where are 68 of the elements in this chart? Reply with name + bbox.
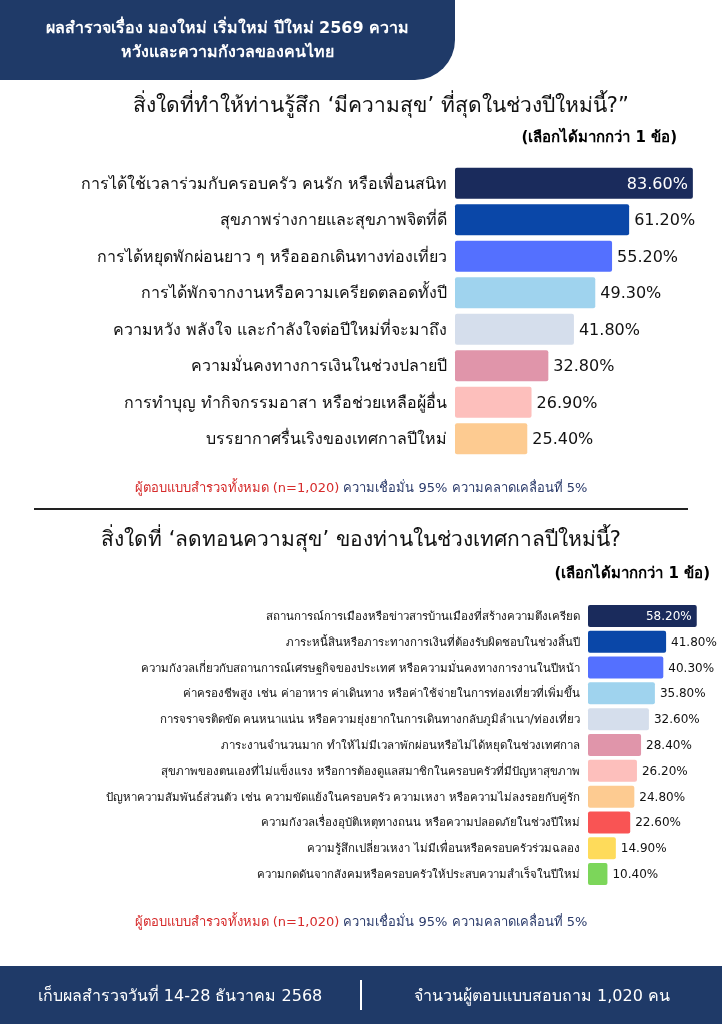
data-label: 58.20%: [645, 608, 692, 623]
data-label: 14.90%: [620, 841, 667, 856]
text: ผู้ตอบแบบสำรวจทั้งหมด (n=1,020): [134, 914, 340, 929]
text: สิ่งใดที่ ‘ลดทอนความสุข’ ของท่านในช่วงเทศกาลปีใหม่นี้?: [100, 523, 622, 554]
y-tick-label: ค่าครองชีพสูง เช่น ค่าอาหาร ค่าเดินทาง หรือค่าใช้จ่ายในการท่องเที่ยวที่เพิ่มขึ้น: [183, 685, 580, 701]
y-tick-label: ความหวัง พลังใจ และกำลังใจต่อปีใหม่ที่จะมาถึง: [112, 317, 447, 339]
bar: [588, 837, 616, 860]
text: ผู้ตอบแบบสำรวจทั้งหมด (n=1,020): [134, 480, 340, 495]
chart-subtitle: (เลือกได้มากกว่า 1 ข้อ): [553, 562, 710, 584]
y-tick-label: การได้หยุดพักผ่อนยาว ๆ หรือออกเดินทางท่องเที่ยว: [96, 244, 447, 267]
bar: [455, 423, 528, 455]
bar: [588, 630, 667, 653]
data-label: 83.60%: [626, 173, 688, 193]
bar: [455, 204, 630, 236]
bar: [588, 785, 635, 808]
data-label: 28.40%: [646, 738, 692, 752]
y-tick-label: สุขภาพร่างกายและสุขภาพจิตที่ดี: [220, 208, 447, 231]
y-tick-label: ความรู้สึกเปลี่ยวเหงา ไม่มีเพื่อนหรือครอบครัวร่วมฉลอง: [307, 840, 580, 856]
chart-subtitle: (เลือกได้มากกว่า 1 ข้อ): [520, 126, 677, 148]
data-label: 26.90%: [536, 392, 598, 412]
data-label: 40.30%: [668, 660, 715, 675]
y-tick-label: ความมั่นคงทางการเงินในช่วงปลายปี: [191, 354, 447, 376]
y-tick-label: ความกังวลเกี่ยวกับสถานการณ์เศรษฐกิจของประเทศ หรือความมั่นคงทางการงานในปีหน้า: [141, 659, 580, 675]
y-tick-label: ความกดดันจากสังคมหรือครอบครัวให้ประสบความสำเร็จในปีใหม่: [257, 866, 580, 882]
y-tick-label: ความกังวลเรื่องอุบัติเหตุทางถนน หรือความปลอดภัยในช่วงปีใหม่: [261, 814, 580, 830]
data-label: 22.60%: [635, 815, 681, 830]
bar: [588, 682, 655, 705]
bar: [455, 313, 574, 345]
bar: [455, 277, 596, 309]
data-label: 41.80%: [578, 319, 640, 339]
chart-title: สิ่งใดที่ทำให้ท่านรู้สึก ‘มีความสุข’ ที่สุดในช่วงปีใหม่นี้?”: [132, 89, 630, 120]
data-label: 26.20%: [641, 763, 688, 778]
data-label: 32.60%: [653, 712, 700, 727]
data-label: 35.80%: [659, 686, 706, 701]
bar: [588, 863, 608, 886]
text: ความเชื่อมั่น 95% ความคลาดเคลื่อนที่ 5%: [343, 480, 588, 495]
bar: [588, 656, 664, 679]
bar: [455, 386, 532, 418]
bar: [455, 167, 693, 199]
bar: [588, 734, 642, 756]
y-tick-label: ปัญหาความสัมพันธ์ส่วนตัว เช่น ความขัดแย้งในครอบครัว ความเหงา หรือความไม่ลงรอยกับคู่รัก: [106, 789, 580, 804]
data-label: 49.30%: [600, 283, 662, 303]
y-tick-label: ภาระงานจำนวนมาก ทำให้ไม่มีเวลาพักผ่อนหรือไม่ได้หยุดในช่วงเทศกาล: [221, 738, 580, 752]
text: เก็บผลสำรวจวันที่ 14-28 ธันวาคม 2568: [36, 984, 324, 1007]
bar: [588, 759, 637, 782]
text: ความเชื่อมั่น 95% ความคลาดเคลื่อนที่ 5%: [343, 914, 588, 929]
text: ผลสำรวจเรื่อง มองใหม่ เริ่มใหม่ ปีใหม่ 2569 ความหวังและความกังวลของคนไทย: [0, 0, 455, 80]
y-tick-label: การได้ใช้เวลาร่วมกับครอบครัว คนรัก หรือเพื่อนสนิท: [80, 171, 447, 193]
bar: [588, 604, 697, 627]
data-label: 55.20%: [617, 246, 679, 266]
y-tick-label: บรรยากาศรื่นเริงของเทศกาลปีใหม่: [206, 427, 447, 449]
y-tick-label: การทำบุญ ทำกิจกรรมอาสา หรือช่วยเหลือผู้อื่น: [123, 390, 447, 413]
data-label: 10.40%: [612, 867, 659, 882]
data-label: 41.80%: [671, 634, 717, 649]
data-label: 61.20%: [634, 210, 696, 230]
y-tick-label: สถานการณ์การเมืองหรือข่าวสารบ้านเมืองที่สร้างความตึงเครียด: [266, 607, 580, 623]
bar: [455, 350, 549, 382]
text: จำนวนผู้ตอบแบบสอบถาม 1,020 คน: [413, 984, 671, 1008]
data-label: 24.80%: [639, 789, 686, 804]
y-tick-label: ภาระหนี้สินหรือภาระทางการเงินที่ต้องรับผิดชอบในช่วงสิ้นปี: [286, 633, 580, 649]
bar: [588, 708, 649, 731]
data-label: 32.80%: [553, 356, 615, 376]
bar: [455, 240, 613, 272]
y-tick-label: การจราจรติดขัด คนหนาแน่น หรือความยุ่งยากในการเดินทางกลับภูมิลำเนา/ท่องเที่ยว: [159, 711, 580, 727]
bar: [588, 811, 631, 834]
y-tick-label: การได้พักจากงานหรือความเครียดตลอดทั้งปี: [141, 281, 447, 303]
y-tick-label: สุขภาพของตนเองที่ไม่แข็งแรง หรือการต้องดูแลสมาชิกในครอบครัวที่มีปัญหาสุขภาพ: [161, 762, 580, 778]
data-label: 25.40%: [532, 429, 594, 449]
